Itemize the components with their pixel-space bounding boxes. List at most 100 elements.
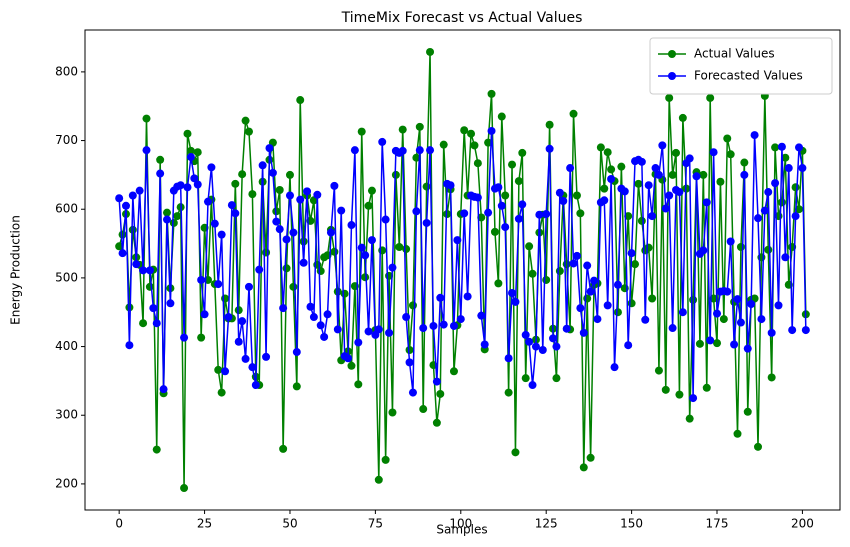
y-tick-label: 700 xyxy=(55,133,78,147)
data-point xyxy=(326,228,335,237)
data-point xyxy=(456,315,465,324)
data-point xyxy=(436,293,445,302)
data-point xyxy=(337,206,346,215)
data-point xyxy=(289,228,298,237)
data-point xyxy=(593,315,602,324)
data-point xyxy=(685,414,694,423)
data-point xyxy=(132,260,141,269)
x-tick-label: 0 xyxy=(115,517,123,531)
data-point xyxy=(279,444,288,453)
data-point xyxy=(460,126,469,135)
data-point xyxy=(501,223,510,232)
legend-marker xyxy=(668,50,676,58)
data-point xyxy=(210,219,219,228)
y-tick-label: 300 xyxy=(55,408,78,422)
data-point xyxy=(221,367,230,376)
data-point xyxy=(484,138,493,147)
data-point xyxy=(733,429,742,438)
data-point xyxy=(494,279,503,288)
data-point xyxy=(115,194,124,203)
data-point xyxy=(470,141,479,150)
data-point xyxy=(248,190,257,199)
data-point xyxy=(538,346,547,354)
data-point xyxy=(422,218,431,227)
data-point xyxy=(713,339,722,348)
data-point xyxy=(364,327,373,336)
data-point xyxy=(388,263,397,272)
data-point xyxy=(521,374,530,383)
y-tick-label: 400 xyxy=(55,339,78,353)
data-point xyxy=(552,374,561,383)
legend-label: Actual Values xyxy=(694,47,775,61)
data-point xyxy=(600,184,609,193)
data-point xyxy=(747,299,756,308)
data-point xyxy=(784,164,793,173)
data-point xyxy=(296,195,305,204)
data-point xyxy=(166,299,175,308)
data-point xyxy=(432,377,441,386)
data-point xyxy=(634,179,643,188)
data-point xyxy=(183,129,192,138)
data-point xyxy=(754,214,763,223)
data-point xyxy=(620,187,629,196)
data-point xyxy=(330,181,339,190)
data-point xyxy=(296,96,305,105)
data-point xyxy=(658,141,667,150)
data-point xyxy=(736,242,745,251)
data-point xyxy=(367,236,376,245)
data-point xyxy=(415,122,424,131)
data-point xyxy=(152,445,161,454)
data-point xyxy=(272,217,281,226)
data-point xyxy=(528,269,537,278)
data-point xyxy=(460,209,469,218)
data-point xyxy=(330,247,339,256)
data-point xyxy=(511,448,520,457)
data-point xyxy=(508,160,517,169)
data-point xyxy=(525,242,534,251)
data-point xyxy=(579,328,588,337)
data-point xyxy=(726,150,735,159)
data-point xyxy=(234,337,243,346)
y-axis-label: Energy Production xyxy=(9,215,23,325)
data-point xyxy=(521,330,530,339)
data-point xyxy=(217,230,226,239)
data-point xyxy=(511,297,520,306)
data-point xyxy=(323,310,332,319)
data-point xyxy=(446,181,455,190)
data-point xyxy=(449,321,458,330)
data-point xyxy=(227,201,236,210)
data-point xyxy=(702,198,711,207)
data-point xyxy=(374,325,383,334)
data-point xyxy=(203,197,212,206)
data-point xyxy=(231,179,240,188)
data-point xyxy=(726,237,735,246)
data-point xyxy=(627,299,636,308)
data-point xyxy=(760,206,769,215)
data-point xyxy=(736,318,745,327)
data-point xyxy=(637,157,646,166)
data-point xyxy=(275,225,284,234)
x-tick-label: 100 xyxy=(449,517,472,531)
data-point xyxy=(706,93,715,102)
data-point xyxy=(354,338,363,347)
data-point xyxy=(490,227,499,236)
data-point xyxy=(518,148,527,157)
data-point xyxy=(309,313,318,322)
data-point xyxy=(162,208,171,217)
data-point xyxy=(627,249,636,258)
data-point xyxy=(121,201,130,210)
data-point xyxy=(135,186,144,195)
data-point xyxy=(285,170,294,179)
data-point xyxy=(661,385,670,394)
data-point xyxy=(463,292,472,301)
data-point xyxy=(361,273,370,282)
chart-title: TimeMix Forecast vs Actual Values xyxy=(341,10,583,26)
data-point xyxy=(367,186,376,195)
data-point xyxy=(282,235,291,244)
data-point xyxy=(118,230,127,239)
data-point xyxy=(514,214,523,223)
data-point xyxy=(453,236,462,245)
data-point xyxy=(562,324,571,333)
